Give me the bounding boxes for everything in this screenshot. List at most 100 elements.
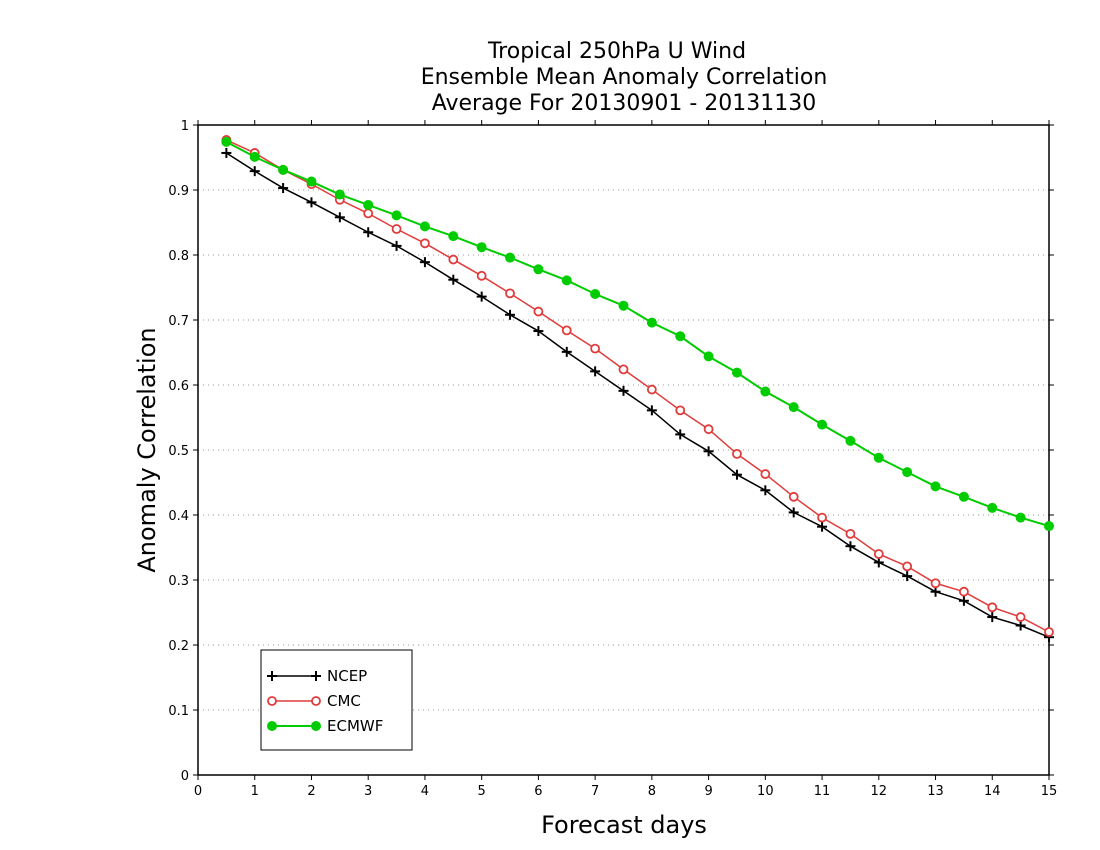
- cmc-point: [1015, 612, 1026, 622]
- ecmwf-point: [760, 386, 771, 397]
- ecmwf-point: [561, 275, 572, 286]
- ncep-point: [788, 507, 799, 518]
- ncep-point: [987, 612, 998, 623]
- series-ecmwf: [221, 136, 1054, 532]
- legend-marker-ecmwf: [267, 721, 277, 731]
- ecmwf-point: [873, 452, 884, 463]
- y-tick-label: 0.6: [168, 379, 189, 394]
- y-tick-label: 0.5: [168, 444, 189, 459]
- ecmwf-point: [987, 502, 998, 513]
- ecmwf-point: [306, 176, 317, 187]
- chart-title: Tropical 250hPa U Wind Ensemble Mean Ano…: [421, 39, 828, 116]
- ecmwf-point: [902, 467, 913, 478]
- legend-marker-cmc: [267, 696, 277, 706]
- cmc-point: [363, 208, 374, 219]
- ecmwf-point: [334, 189, 345, 200]
- series-cmc: [221, 135, 1054, 637]
- series: [221, 135, 1054, 643]
- y-axis-label: Anomaly Correlation: [133, 327, 161, 572]
- legend-label-ncep: NCEP: [327, 667, 367, 685]
- x-tick-label: 1: [251, 784, 259, 799]
- ecmwf-point: [618, 300, 629, 311]
- cmc-point: [788, 491, 799, 502]
- x-tick-label: 12: [871, 784, 888, 799]
- ncep-point: [675, 429, 686, 440]
- legend: NCEP CMC ECMWF: [260, 649, 413, 751]
- x-tick-label: 7: [591, 784, 599, 799]
- ncep-point: [590, 366, 601, 377]
- ecmwf-point: [419, 221, 430, 232]
- y-tick-label: 0.2: [168, 639, 189, 654]
- ncep-point: [958, 595, 969, 606]
- ecmwf-point: [278, 164, 289, 175]
- ecmwf-point: [1015, 512, 1026, 523]
- cmc-point: [618, 364, 629, 375]
- legend-item-ncep: NCEP: [267, 667, 367, 685]
- ecmwf-point: [533, 264, 544, 275]
- ecmwf-point: [363, 199, 374, 210]
- legend-label-cmc: CMC: [327, 692, 361, 710]
- ncep-point: [618, 385, 629, 396]
- x-tick-label: 13: [927, 784, 944, 799]
- cmc-point: [590, 343, 601, 354]
- cmc-point: [760, 469, 771, 479]
- ecmwf-point: [675, 331, 686, 342]
- ecmwf-point: [731, 367, 742, 378]
- cmc-point: [902, 561, 913, 572]
- x-tick-label: 5: [478, 784, 486, 799]
- ncep-point: [817, 521, 828, 532]
- legend-box: [260, 649, 413, 751]
- y-tick-label: 0.7: [168, 314, 189, 329]
- cmc-point: [959, 586, 969, 597]
- legend-item-cmc: CMC: [267, 692, 361, 710]
- ncep-point: [760, 485, 771, 496]
- x-axis-label: Forecast days: [541, 811, 707, 839]
- ecmwf-point: [817, 419, 828, 430]
- series-ncep: [221, 147, 1054, 643]
- x-tick-label: 4: [421, 784, 429, 799]
- ecmwf-point: [505, 252, 516, 263]
- ncep-point: [533, 326, 544, 337]
- cmc-point: [703, 424, 714, 435]
- ncep-point: [278, 183, 289, 194]
- ecmwf-point: [590, 289, 601, 299]
- legend-label-ecmwf: ECMWF: [327, 717, 383, 735]
- ncep-point: [448, 274, 459, 285]
- x-tick-label: 14: [984, 784, 1001, 799]
- ecmwf-point: [448, 231, 459, 242]
- legend-item-ecmwf: ECMWF: [267, 717, 383, 735]
- ecmwf-point: [221, 136, 232, 147]
- ncep-point: [1015, 620, 1026, 631]
- ecmwf-point: [930, 481, 941, 492]
- cmc-point: [817, 512, 827, 523]
- ecmwf-line: [225, 141, 1050, 528]
- ncep-point: [363, 227, 374, 238]
- cmc-point: [476, 270, 487, 281]
- legend-marker-cmc: [311, 696, 321, 706]
- legend-marker-ecmwf: [311, 721, 321, 731]
- cmc-point: [845, 528, 856, 539]
- ncep-point: [419, 257, 430, 268]
- ncep-point: [703, 446, 714, 457]
- ecmwf-point: [703, 351, 714, 362]
- cmc-line: [226, 139, 1050, 633]
- cmc-point: [533, 306, 544, 317]
- y-tick-label: 0.9: [168, 184, 189, 199]
- title-line-2: Ensemble Mean Anomaly Correlation: [421, 65, 828, 90]
- cmc-point: [930, 578, 941, 589]
- y-tick-label: 0: [181, 769, 189, 784]
- cmc-point: [448, 254, 459, 265]
- x-tick-label: 2: [307, 784, 315, 799]
- x-tick-label: 10: [757, 784, 774, 799]
- ncep-point: [334, 212, 345, 223]
- ncep-point: [391, 240, 402, 251]
- cmc-point: [873, 549, 884, 559]
- title-line-1: Tropical 250hPa U Wind: [487, 39, 746, 64]
- cmc-point: [391, 224, 402, 234]
- cmc-point: [420, 238, 430, 249]
- y-tick-label: 0.3: [168, 574, 189, 589]
- ecmwf-point: [476, 242, 487, 253]
- cmc-point: [1044, 627, 1054, 637]
- cmc-point: [505, 288, 515, 299]
